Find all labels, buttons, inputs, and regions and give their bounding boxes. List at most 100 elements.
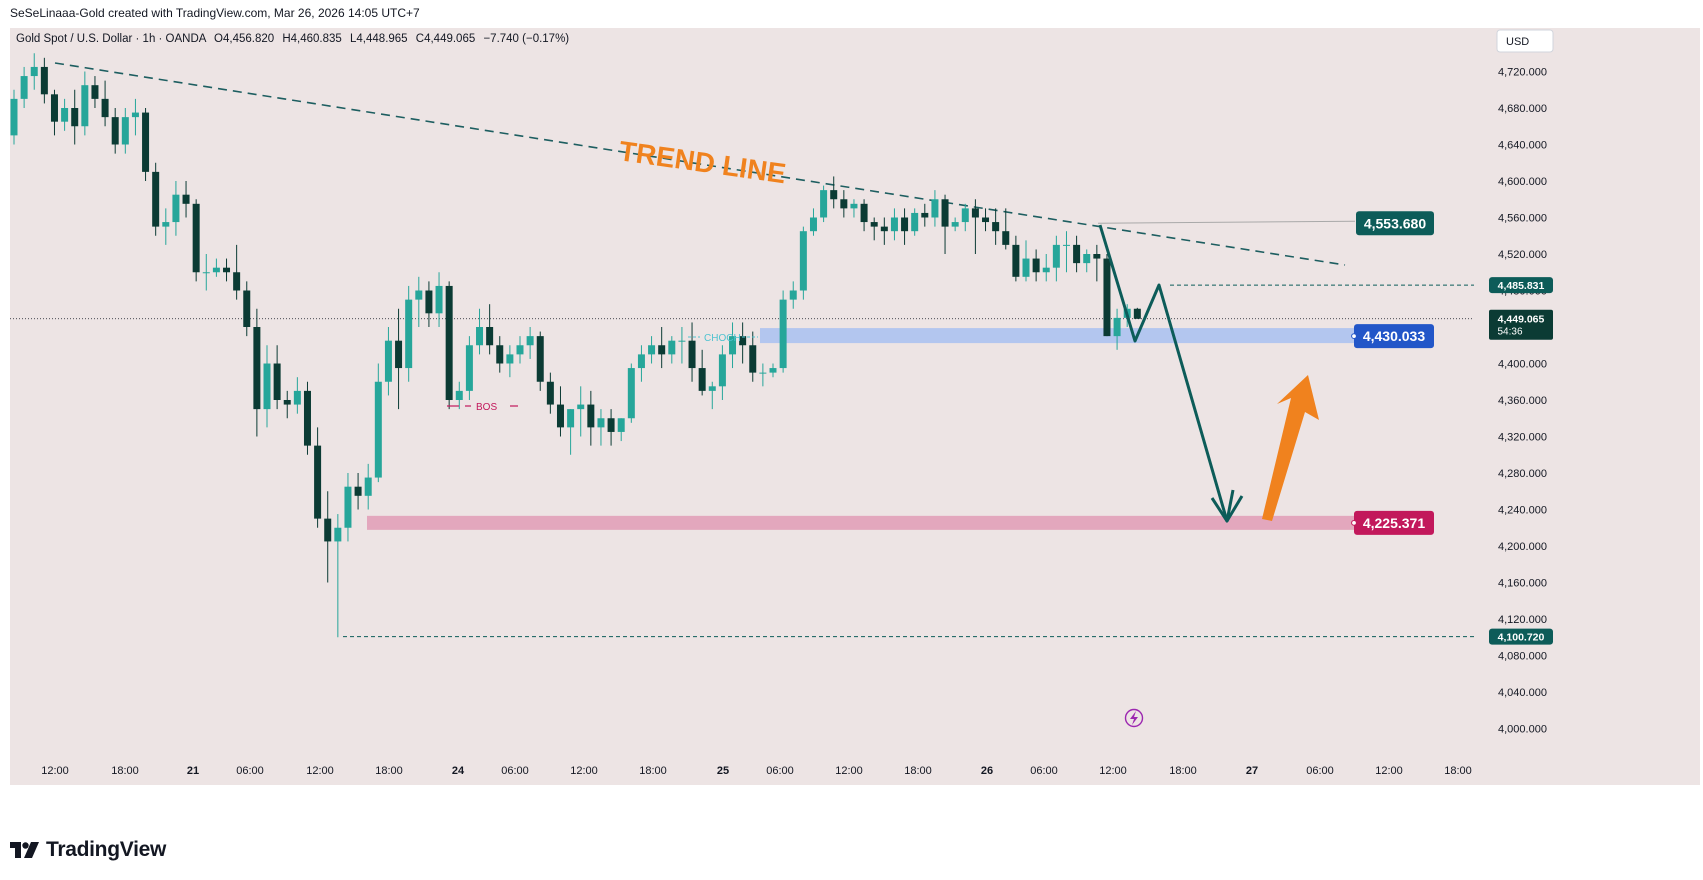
candle-body [982, 217, 990, 223]
time-tick-label: 12:00 [41, 765, 69, 777]
price-tick-label: 4,560.000 [1498, 213, 1547, 225]
candle-body [101, 98, 109, 118]
badge-4225-anchor [1351, 519, 1357, 526]
candle-body [637, 354, 645, 369]
badge-4553-bg [1356, 211, 1434, 236]
candle-body [759, 372, 767, 374]
candle-body [142, 112, 150, 172]
badge-4430-anchor [1351, 333, 1357, 339]
price-tick-label: 4,240.000 [1498, 505, 1547, 517]
candle-body [627, 368, 635, 419]
price-tick-label: 4,600.000 [1498, 176, 1547, 188]
chart-area[interactable]: TREND LINE BOS CHOCH 4,000.000 4,040.000 4,0… [10, 28, 1700, 820]
candle-body [961, 208, 969, 223]
bos-label: BOS [476, 402, 497, 413]
badge-4100: 4,100.720 [1489, 628, 1553, 645]
candle-body [648, 345, 656, 355]
lightning-icon[interactable] [1124, 708, 1144, 728]
price-tick-label: 4,160.000 [1498, 578, 1547, 590]
time-tick-label: 18:00 [1444, 765, 1472, 777]
badge-4485-label: 4,485.831 [1498, 280, 1545, 292]
tradingview-wordmark: TradingView [46, 838, 167, 861]
candle-body [597, 418, 605, 428]
price-axis: 4,000.000 4,040.000 4,080.000 4,120.000 4,16… [1498, 67, 1547, 736]
candle-body [395, 340, 403, 369]
candle-body [577, 404, 585, 410]
badge-4225-bg [1354, 510, 1434, 535]
candle-body [1083, 254, 1091, 264]
candle-body [131, 112, 139, 118]
price-tick-label: 4,000.000 [1498, 724, 1547, 736]
price-tick-label: 4,120.000 [1498, 614, 1547, 626]
price-tick-label: 4,400.000 [1498, 359, 1547, 371]
candle-body [1062, 244, 1070, 246]
candle-body [1093, 254, 1101, 259]
tradingview-logo[interactable]: TradingView [10, 838, 166, 862]
creator-line: SeSeLinaaa-Gold created with TradingView… [10, 6, 420, 20]
candle-body [50, 94, 58, 122]
candle-body [496, 345, 504, 364]
price-tick-label: 4,640.000 [1498, 140, 1547, 152]
candle-body [536, 336, 544, 382]
projection-path [1098, 224, 1244, 523]
candle-body [364, 477, 372, 496]
time-tick-label: 27 [1246, 765, 1258, 777]
candle-body [344, 486, 352, 528]
candle-body [1042, 267, 1050, 273]
candle-body [172, 194, 180, 223]
candle-body [688, 340, 696, 369]
candle-body [20, 76, 28, 99]
candle-body [820, 190, 828, 218]
price-tick-label: 4,080.000 [1498, 651, 1547, 663]
candle-body [81, 85, 89, 127]
candle-body [162, 222, 170, 227]
candle-body [374, 381, 382, 478]
time-tick-label: 18:00 [639, 765, 667, 777]
candle-body [506, 354, 514, 364]
candle-body [1133, 308, 1141, 319]
candle-body [911, 212, 919, 232]
supply-demand-zone-blue [760, 328, 1434, 344]
currency-label: USD [1506, 36, 1529, 48]
candle-body [283, 400, 291, 405]
price-axis-background [1474, 28, 1700, 755]
candle-body [779, 299, 787, 369]
choch-label: CHOCH [704, 333, 741, 344]
candle-body [729, 336, 737, 355]
candle-body [253, 327, 261, 410]
countdown-label: 54:36 [1497, 327, 1522, 338]
price-tick-label: 4,680.000 [1498, 103, 1547, 115]
candle-body [465, 345, 473, 391]
candle-body [10, 98, 18, 136]
candle-body [425, 290, 433, 314]
candle-body [263, 363, 271, 410]
candle-body [739, 336, 747, 346]
candle-body [273, 363, 281, 400]
candle-body [1103, 258, 1111, 337]
candle-body [445, 285, 453, 400]
symbol-change: −7.740 (−0.17%) [483, 33, 569, 45]
time-tick-label: 06:00 [236, 765, 264, 777]
tradingview-logo-icon [10, 842, 39, 858]
candle-body [40, 66, 48, 95]
candle-body [658, 345, 666, 355]
last-price-label: 4,449.065 [1498, 314, 1545, 326]
candle-body [324, 518, 332, 542]
trend-line [54, 62, 1346, 266]
candle-body [870, 222, 878, 227]
time-tick-label: 18:00 [904, 765, 932, 777]
candle-body [809, 217, 817, 232]
candle-body [243, 290, 251, 327]
candle-body [30, 66, 38, 77]
candle-body [314, 445, 322, 519]
price-tick-label: 4,280.000 [1498, 468, 1547, 480]
time-axis-background [10, 755, 1700, 785]
time-tick-label: 25 [717, 765, 729, 777]
orange-up-arrow [1262, 375, 1319, 521]
candle-body [749, 345, 757, 373]
candle-body [233, 272, 241, 291]
currency-button[interactable]: USD [1496, 29, 1554, 53]
badge-4430: 4,430.033 [1354, 324, 1434, 349]
